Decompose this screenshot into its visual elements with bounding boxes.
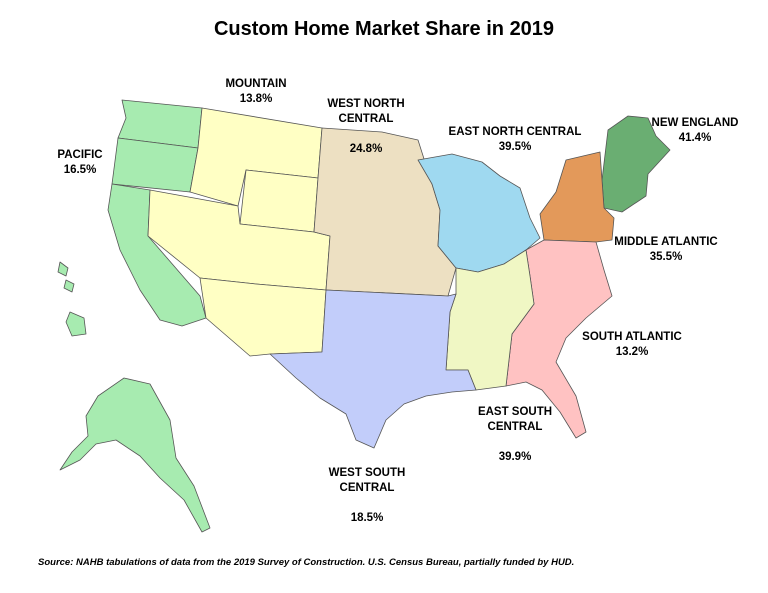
label-mountain: MOUNTAIN 13.8%	[206, 77, 306, 107]
label-west-north-central: WEST NORTH CENTRAL 24.8%	[316, 82, 416, 172]
region-name: NEW ENGLAND	[651, 117, 739, 129]
region-share: 35.5%	[649, 251, 683, 263]
region-share: 16.5%	[63, 164, 97, 176]
region-name: SOUTH ATLANTIC	[582, 331, 682, 343]
source-note: Source: NAHB tabulations of data from th…	[38, 557, 575, 568]
label-middle-atlantic: MIDDLE ATLANTIC 35.5%	[606, 235, 726, 265]
region-name: PACIFIC	[57, 149, 103, 161]
label-east-north-central: EAST NORTH CENTRAL 39.5%	[440, 125, 590, 155]
label-pacific: PACIFIC 16.5%	[40, 148, 120, 178]
map-title: Custom Home Market Share in 2019	[213, 18, 555, 40]
region-name: EAST NORTH CENTRAL	[448, 126, 582, 138]
region-name: WEST NORTH CENTRAL	[327, 98, 405, 125]
wsc-shape	[269, 289, 477, 449]
region-share: 13.8%	[239, 93, 273, 105]
arizona-newmexico-shape	[199, 277, 327, 357]
region-pacific[interactable]	[57, 99, 211, 533]
oregon-shape	[111, 137, 199, 193]
hawaii-shape	[57, 261, 87, 337]
region-name: EAST SOUTH CENTRAL	[477, 406, 553, 433]
region-share: 13.2%	[615, 346, 649, 358]
region-middle-atlantic[interactable]	[539, 151, 615, 243]
wyoming-shape	[239, 169, 319, 233]
region-name: MOUNTAIN	[225, 78, 287, 90]
label-new-england: NEW ENGLAND 41.4%	[640, 116, 750, 146]
label-west-south-central: WEST SOUTH CENTRAL 18.5%	[312, 451, 422, 541]
region-mountain[interactable]	[147, 107, 331, 357]
region-name: WEST SOUTH CENTRAL	[328, 467, 406, 494]
alaska-shape	[59, 377, 211, 533]
label-east-south-central: EAST SOUTH CENTRAL 39.9%	[460, 390, 570, 480]
region-share: 41.4%	[678, 132, 712, 144]
region-west-south-central[interactable]	[269, 289, 477, 449]
region-share: 18.5%	[350, 512, 384, 524]
ma-shape	[539, 151, 615, 243]
label-south-atlantic: SOUTH ATLANTIC 13.2%	[572, 330, 692, 360]
region-name: MIDDLE ATLANTIC	[614, 236, 718, 248]
region-share: 39.5%	[498, 141, 532, 153]
region-share: 39.9%	[498, 451, 532, 463]
region-share: 24.8%	[349, 143, 383, 155]
